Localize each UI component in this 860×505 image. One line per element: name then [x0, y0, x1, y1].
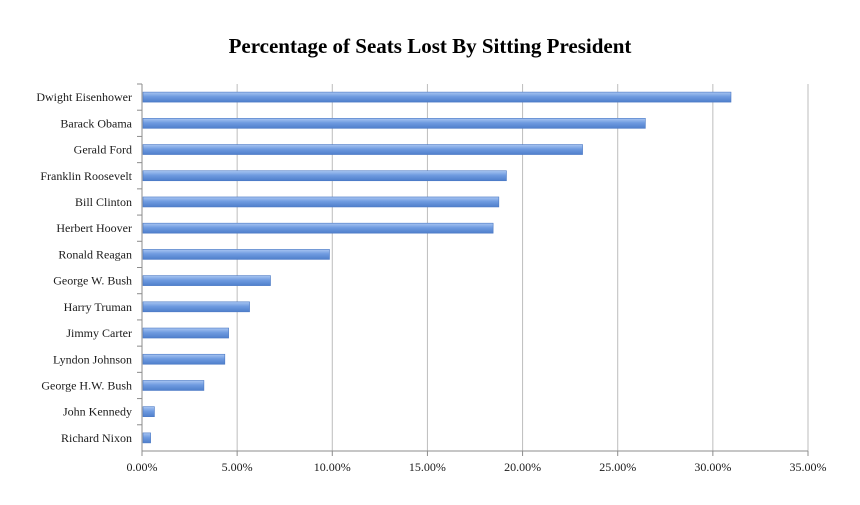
y-tick-label: Ronald Reagan: [58, 247, 132, 261]
x-tick-label: 25.00%: [599, 460, 636, 474]
x-tick-label: 10.00%: [314, 460, 351, 474]
y-tick-label: George H.W. Bush: [41, 378, 132, 392]
bar-group: [142, 327, 229, 339]
y-tick-label: Franklin Roosevelt: [40, 169, 132, 183]
x-tick-label: 30.00%: [694, 460, 731, 474]
bar: [142, 170, 507, 182]
y-tick-label: Herbert Hoover: [56, 221, 132, 235]
bar: [142, 301, 250, 313]
x-tick-label: 5.00%: [222, 460, 253, 474]
bar: [142, 222, 494, 234]
y-tick-label: John Kennedy: [63, 405, 132, 419]
bar: [142, 353, 226, 365]
y-tick-label: Dwight Eisenhower: [36, 90, 132, 104]
y-tick-label: Richard Nixon: [61, 431, 132, 445]
y-tick-label: Bill Clinton: [75, 195, 132, 209]
bar-group: [142, 353, 226, 365]
bar-group: [142, 432, 151, 444]
bar-group: [142, 249, 330, 260]
bar-group: [142, 118, 646, 129]
bar: [142, 275, 271, 286]
x-tick-label: 15.00%: [409, 460, 446, 474]
y-tick-label: Gerald Ford: [74, 143, 132, 157]
x-tick-label: 20.00%: [504, 460, 541, 474]
bar: [142, 249, 330, 260]
bar: [142, 327, 229, 339]
y-tick-label: George W. Bush: [53, 274, 132, 288]
y-tick-label: Barack Obama: [60, 116, 132, 130]
chart-title: Percentage of Seats Lost By Sitting Pres…: [228, 34, 632, 58]
y-tick-label: Lyndon Johnson: [53, 352, 132, 366]
bar-group: [142, 91, 732, 103]
bar-group: [142, 170, 507, 182]
bar: [142, 144, 583, 155]
bar: [142, 432, 151, 444]
bar-group: [142, 196, 500, 208]
bar-group: [142, 144, 583, 155]
x-tick-label: 0.00%: [127, 460, 158, 474]
y-tick-label: Harry Truman: [64, 300, 132, 314]
x-tick-label: 35.00%: [790, 460, 827, 474]
bar-group: [142, 301, 250, 313]
bar-group: [142, 406, 155, 417]
bar-group: [142, 275, 271, 286]
bar: [142, 196, 500, 208]
bar: [142, 380, 205, 391]
bar: [142, 91, 732, 103]
bar-group: [142, 222, 494, 234]
bar: [142, 118, 646, 129]
bar-group: [142, 380, 205, 391]
y-tick-label: Jimmy Carter: [66, 326, 132, 340]
bar: [142, 406, 155, 417]
